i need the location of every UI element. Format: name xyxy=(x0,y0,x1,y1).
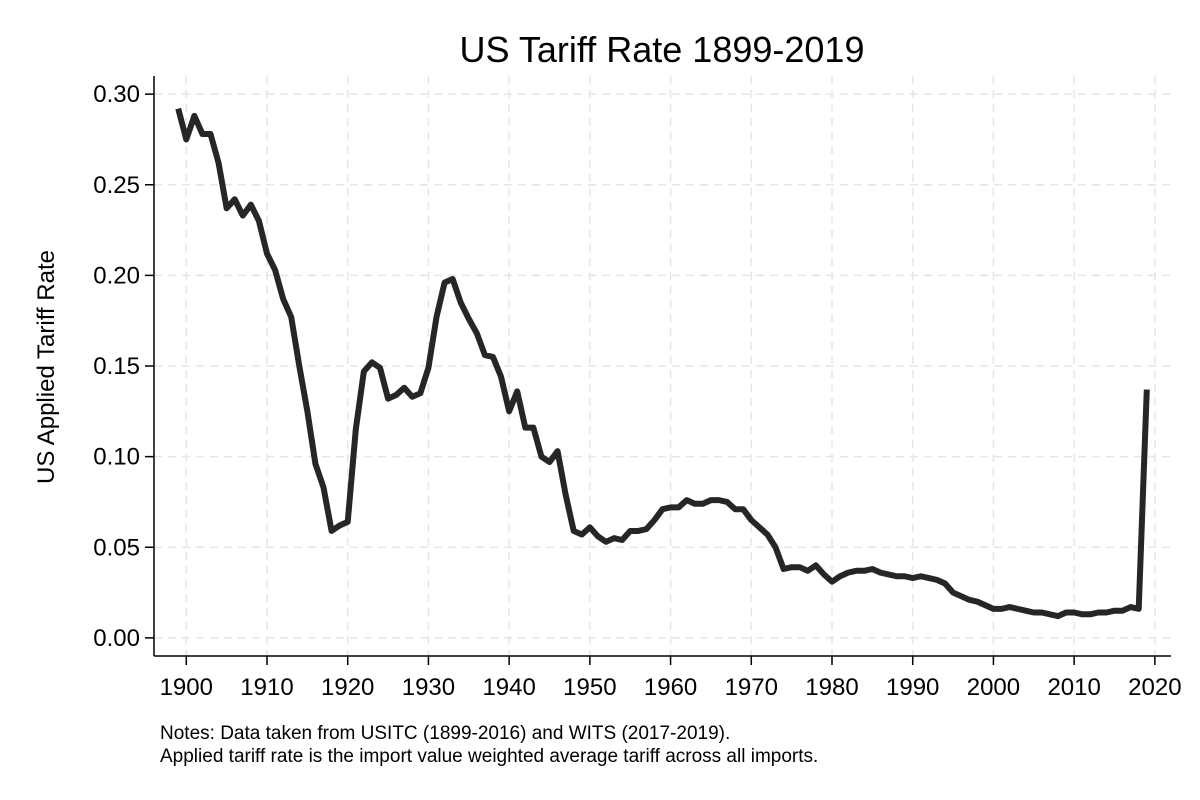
note-line-2: Applied tariff rate is the import value … xyxy=(160,746,818,767)
x-tick-label: 1910 xyxy=(240,674,293,701)
x-tick-label: 1940 xyxy=(482,674,535,701)
y-tick-label: 0.15 xyxy=(93,353,140,380)
x-tick-label: 1950 xyxy=(563,674,616,701)
y-tick-label: 0.30 xyxy=(93,81,140,108)
grid-lines xyxy=(154,76,1171,656)
y-tick-label: 0.00 xyxy=(93,625,140,652)
x-tick-label: 1900 xyxy=(160,674,213,701)
y-tick-label: 0.20 xyxy=(93,262,140,289)
series-line-tariff-rate xyxy=(175,107,1150,620)
x-tick-label: 1920 xyxy=(321,674,374,701)
x-tick-label: 1960 xyxy=(644,674,697,701)
x-tick-label: 1990 xyxy=(886,674,939,701)
y-axis-label: US Applied Tariff Rate xyxy=(33,250,60,484)
x-tick-label: 1980 xyxy=(805,674,858,701)
x-tick-label: 1970 xyxy=(725,674,778,701)
x-tick-label: 1930 xyxy=(402,674,455,701)
chart-title: US Tariff Rate 1899-2019 xyxy=(460,29,865,70)
note-line-1: Notes: Data taken from USITC (1899-2016)… xyxy=(160,723,730,744)
y-tick-label: 0.05 xyxy=(93,534,140,561)
y-tick-label: 0.25 xyxy=(93,172,140,199)
x-tick-label: 2010 xyxy=(1047,674,1100,701)
axes xyxy=(145,76,1171,665)
tick-labels: 0.00 0.05 0.10 0.15 0.20 0.25 0.30 1900 1910 1920… xyxy=(93,81,1181,701)
y-tick-label: 0.10 xyxy=(93,444,140,471)
x-tick-label: 2000 xyxy=(967,674,1020,701)
series-layer xyxy=(175,107,1150,620)
x-tick-label: 2020 xyxy=(1128,674,1181,701)
